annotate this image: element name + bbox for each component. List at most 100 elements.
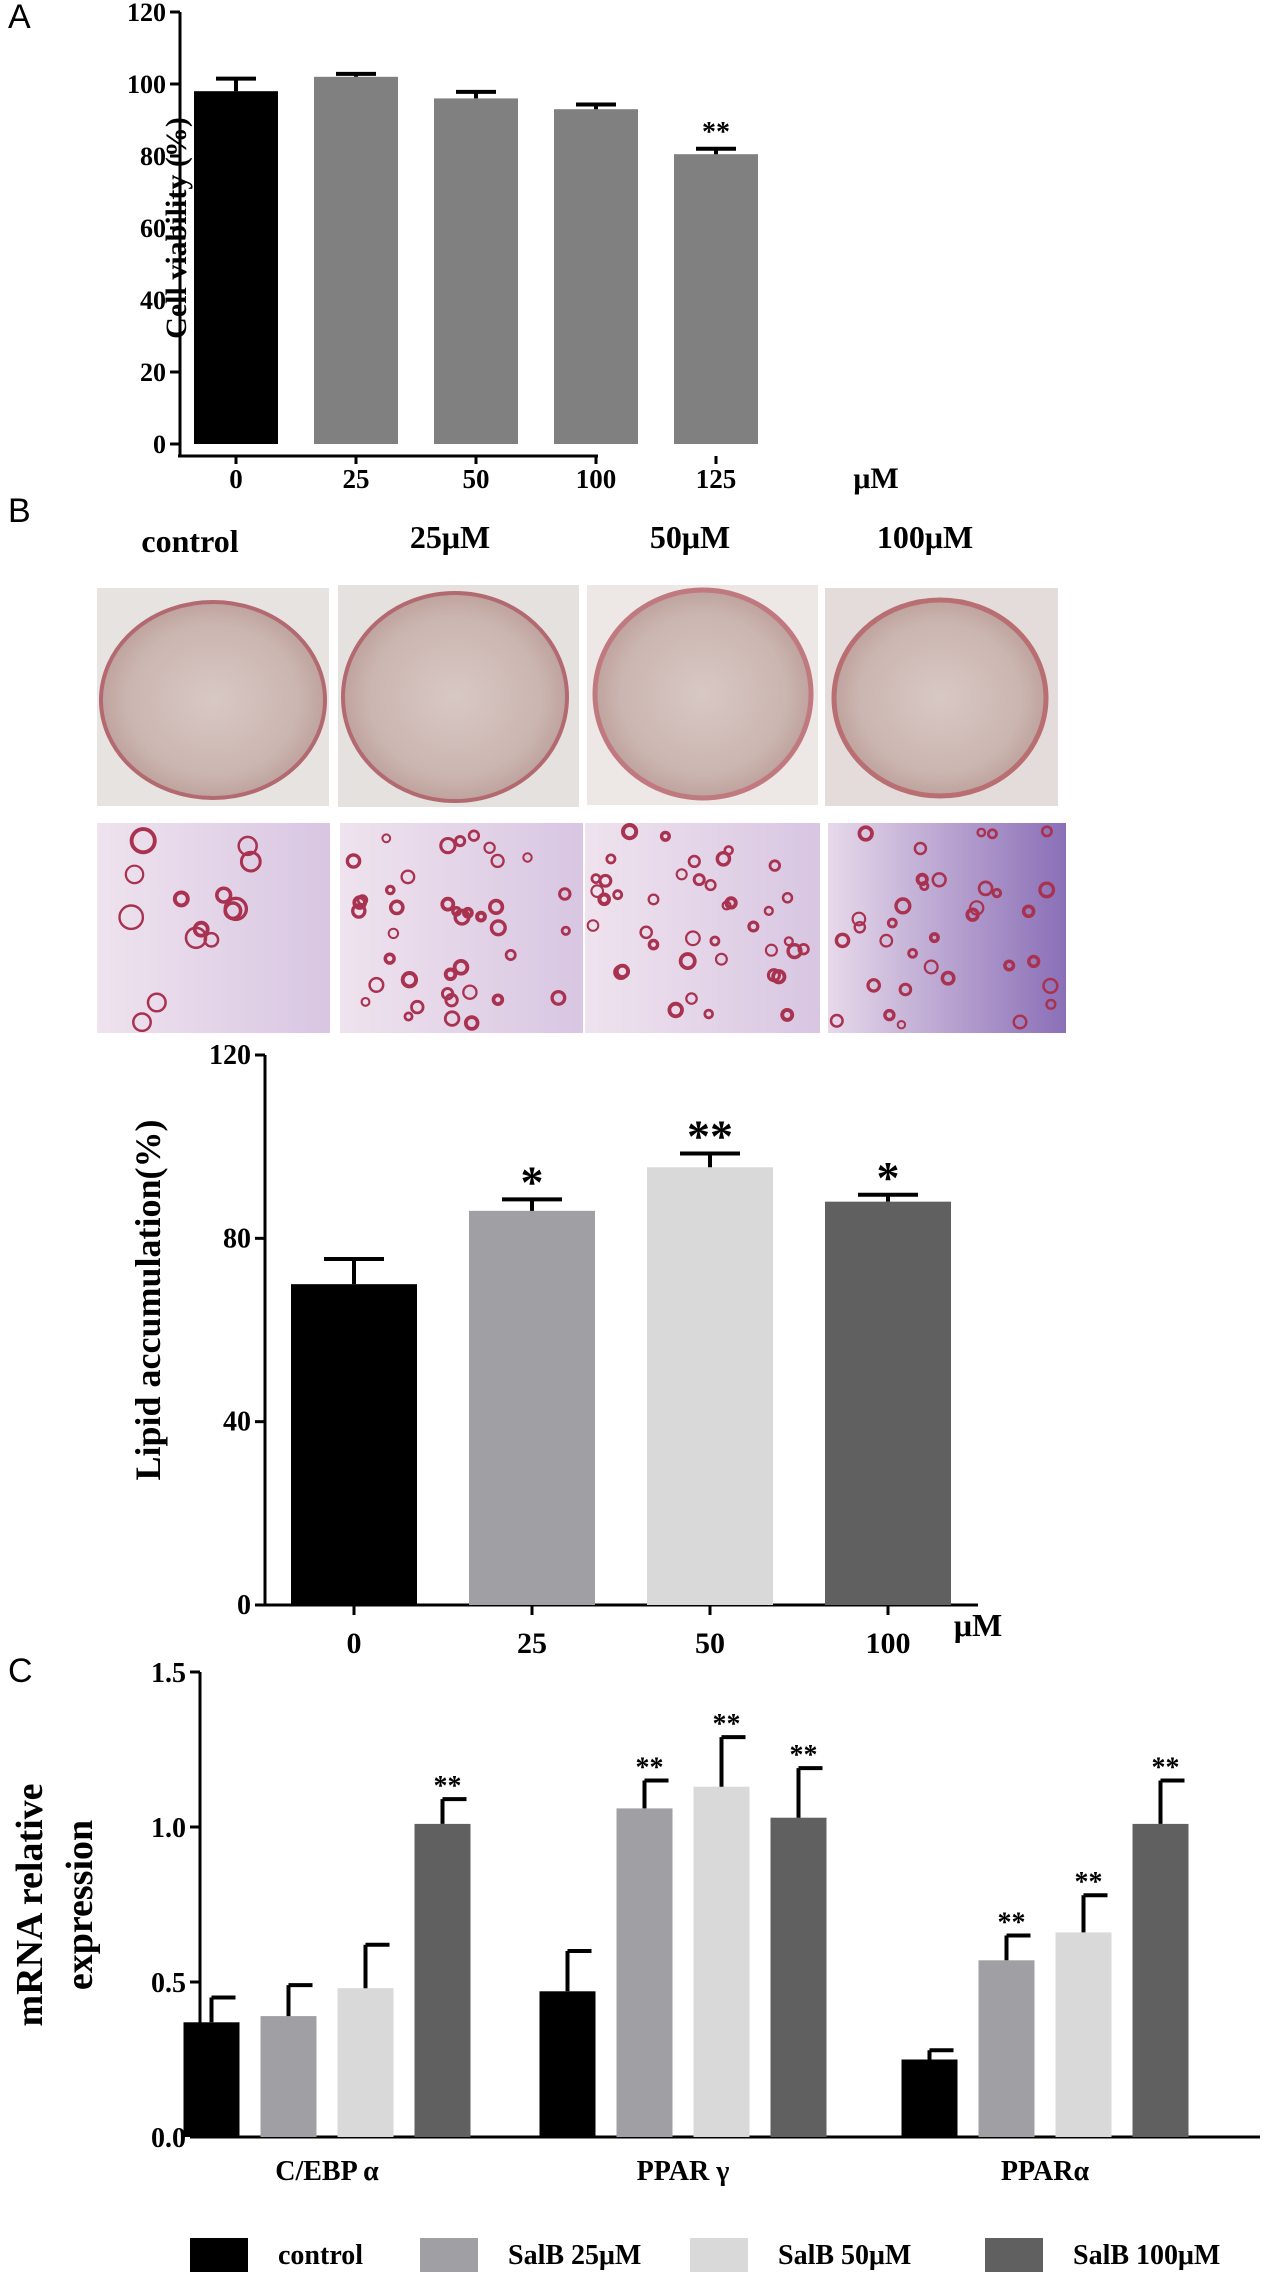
- lipid-droplet-cell: [118, 904, 145, 931]
- lipid-droplet-cell: [931, 872, 947, 888]
- bar: [314, 76, 398, 445]
- dish-photo-100: [825, 588, 1058, 806]
- lipid-droplet-cell: [647, 893, 660, 906]
- x-unit-label: μM: [954, 1607, 1002, 1643]
- y-axis-label: Lipid accumulation(%): [128, 1119, 168, 1480]
- lipid-droplet-cell: [781, 892, 794, 904]
- lipid-droplet-cell: [215, 886, 233, 904]
- lipid-droplet-cell: [764, 943, 778, 957]
- lipid-droplet-cell: [715, 851, 732, 867]
- y-tick-label: 80: [140, 142, 166, 171]
- lipid-droplet-cell: [444, 993, 459, 1008]
- bar: [291, 1284, 417, 1605]
- lipid-droplet-cell: [381, 833, 392, 844]
- bar: [647, 1167, 773, 1605]
- y-axis-label-line1: mRNA relative: [9, 1783, 51, 2026]
- dish-photo-control: [97, 588, 329, 806]
- bar-salb-100μm: [414, 1823, 471, 2137]
- lipid-droplet-cell: [453, 908, 471, 926]
- chart-panel-c: 0.0 0.5 1.0 1.5 ** C/EBP α ** ** ** PPAR γ ** ** ** P…: [9, 1658, 1260, 2272]
- y-tick-label: 120: [127, 0, 166, 27]
- x-group-label: C/EBP α: [275, 2156, 379, 2187]
- lipid-droplet-cell: [475, 910, 487, 923]
- lipid-droplet-cell: [704, 879, 717, 892]
- lipid-droplet-cell: [659, 830, 671, 842]
- lipid-droplet-cell: [675, 868, 688, 881]
- panel-c-letter: C: [8, 1652, 33, 1690]
- lipid-droplet-cell: [829, 1013, 844, 1028]
- error-bar: [456, 89, 496, 99]
- lipid-droplet-cell: [853, 921, 867, 934]
- lipid-droplet-cell: [1003, 959, 1016, 972]
- y-tick-label: 20: [140, 358, 166, 387]
- error-bar: [796, 1766, 823, 1818]
- significance-mark: *: [521, 1156, 544, 1207]
- lipid-droplet-cell: [403, 1011, 414, 1022]
- lipid-droplet-cell: [192, 920, 210, 938]
- lipid-droplet-cell: [410, 999, 425, 1015]
- error-bar: [363, 1942, 390, 1989]
- error-bar: [324, 1256, 384, 1285]
- lipid-droplet-cell: [129, 827, 157, 855]
- bar: [469, 1210, 595, 1605]
- lipid-droplet-cell: [483, 841, 496, 855]
- lipid-droplet-cell: [678, 952, 697, 971]
- bar-salb-50μm: [1055, 1932, 1112, 2137]
- lipid-droplet-cell: [1027, 954, 1041, 969]
- lipid-droplet-cell: [714, 952, 728, 966]
- lipid-droplet-cell: [724, 896, 738, 910]
- lipid-droplet-cell: [383, 952, 396, 965]
- bar-salb-100μm: [770, 1817, 827, 2137]
- lipid-droplet-cell: [1012, 1014, 1028, 1030]
- lipid-droplet-cell: [913, 841, 928, 856]
- lipid-droplet-cell: [685, 992, 698, 1005]
- significance-mark: *: [877, 1152, 900, 1203]
- lipid-droplet-cell: [866, 978, 881, 993]
- error-bar: [286, 1983, 313, 2017]
- error-bar: [927, 2048, 954, 2060]
- y-tick-label: 120: [209, 1040, 251, 1071]
- dish-photo-50: [587, 585, 818, 805]
- lipid-droplet-cell: [443, 1010, 461, 1027]
- lipid-droplet-cell: [462, 984, 478, 1000]
- lipid-droplet-cell: [1040, 825, 1053, 838]
- significance-mark: **: [434, 1771, 462, 1802]
- error-bar: [209, 1995, 236, 2023]
- y-tick-label: 0: [237, 1590, 251, 1621]
- legend-label: control: [278, 2240, 363, 2271]
- significance-mark: **: [713, 1709, 741, 1740]
- x-tick-label: 0: [229, 464, 243, 494]
- bar-salb-25μm: [260, 2016, 317, 2137]
- y-tick-label: 40: [223, 1407, 251, 1438]
- error-bar: [216, 76, 256, 92]
- bar-salb-50μm: [693, 1786, 750, 2137]
- x-tick-label: 100: [866, 1627, 911, 1660]
- microscopy-50: [585, 823, 820, 1033]
- image-label-50: 50μM: [650, 519, 730, 555]
- lipid-droplet-cell: [797, 943, 810, 956]
- lipid-droplet-cell: [440, 896, 456, 912]
- lipid-droplet-cell: [239, 850, 262, 873]
- bar: [554, 109, 638, 444]
- lipid-droplet-cell: [351, 903, 367, 919]
- lipid-droplet-cell: [184, 926, 208, 950]
- lipid-droplet-cell: [923, 959, 939, 975]
- error-bar: [858, 1192, 918, 1202]
- legend-swatch: [190, 2238, 248, 2272]
- lipid-droplet-cell: [879, 933, 894, 948]
- lipid-droplet-cell: [621, 823, 639, 841]
- microscopy-100: [828, 823, 1066, 1033]
- lipid-droplet-cell: [443, 967, 458, 982]
- lipid-droplet-cell: [586, 919, 600, 932]
- bar-control: [539, 1991, 596, 2137]
- lipid-droplet-cell: [598, 873, 613, 888]
- bar-control: [901, 2059, 958, 2137]
- lipid-droplet-cell: [1038, 881, 1056, 899]
- lipid-droplet-cell: [172, 890, 190, 908]
- error-bar: [565, 1949, 592, 1992]
- lipid-droplet-cell: [345, 853, 362, 869]
- y-tick-label: 40: [140, 286, 166, 315]
- error-bar: [1158, 1778, 1185, 1824]
- lipid-droplet-cell: [886, 917, 898, 929]
- legend-swatch: [420, 2238, 478, 2272]
